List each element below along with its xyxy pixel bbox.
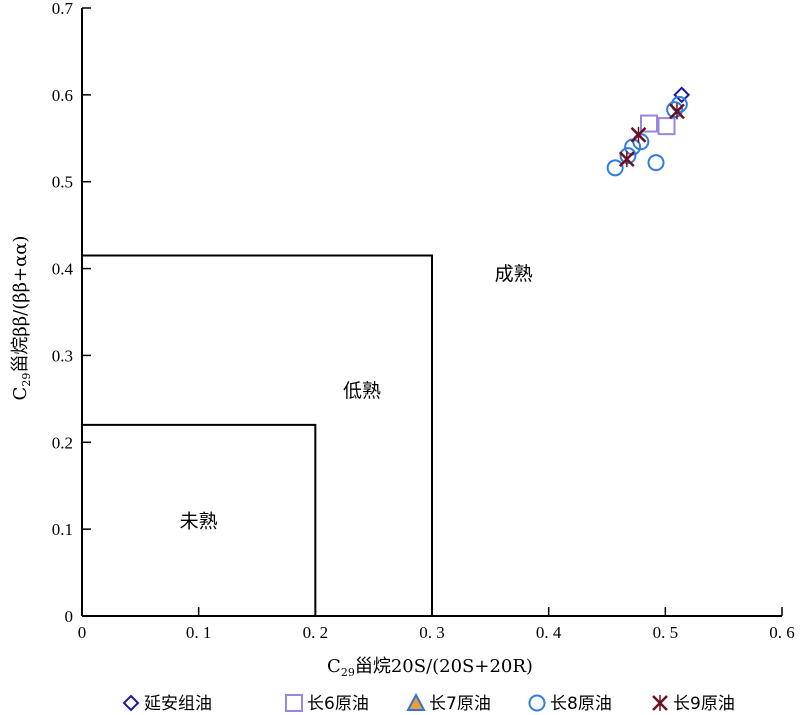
plot-area: 0 0. 1 0. 2 0. 3 0. 4 0. 5 0. 6 0 0.1 0.2 0.3 0.4 0.… xyxy=(52,0,795,642)
data-point xyxy=(528,694,546,712)
data-point xyxy=(285,694,303,712)
legend-label: 长8原油 xyxy=(550,694,612,714)
region-label: 未熟 xyxy=(180,510,218,532)
x-axis-title-sub: 29 xyxy=(341,666,355,679)
data-point xyxy=(630,126,647,143)
legend: 延安组油 长6原油 长7原油 长8原油 长9原油 xyxy=(122,692,735,714)
circle-marker xyxy=(606,159,624,177)
region-label: 成熟 xyxy=(495,263,533,285)
data-point xyxy=(657,117,676,136)
data-point xyxy=(632,133,650,151)
x-tick-label: 0 xyxy=(78,623,87,642)
region-boundary xyxy=(82,423,317,616)
x-axis-title: C29甾烷20S/(20S+20R) xyxy=(327,656,533,679)
circle-marker xyxy=(647,154,665,172)
data-point xyxy=(618,151,635,168)
circle-marker xyxy=(528,694,546,712)
x-tick-label: 0. 2 xyxy=(303,623,329,642)
square-marker xyxy=(657,117,676,136)
x-tick-label: 0. 6 xyxy=(769,623,795,642)
legend-label: 长9原油 xyxy=(673,694,735,714)
data-point xyxy=(666,101,684,119)
x-tick-label: 0. 1 xyxy=(186,623,212,642)
y-tick-label: 0.5 xyxy=(52,173,73,192)
y-axis-title-text: 甾烷ββ/(ββ+αα) xyxy=(10,236,31,373)
region-boundary xyxy=(82,254,433,616)
data-point xyxy=(669,103,685,120)
circle-marker xyxy=(619,147,637,165)
legend-label: 长6原油 xyxy=(307,694,369,714)
x-tick-label: 0. 4 xyxy=(536,623,562,642)
y-axis-title-sub: 29 xyxy=(20,373,33,387)
data-point xyxy=(670,95,688,113)
y-tick-label: 0.6 xyxy=(52,86,73,105)
data-point xyxy=(647,154,665,172)
x-axis-title-text: 甾烷20S/(20S+20R) xyxy=(355,656,533,677)
y-tick-label: 0.1 xyxy=(52,520,73,539)
legend-label: 长7原油 xyxy=(429,694,491,714)
data-point xyxy=(606,159,624,177)
diamond-marker xyxy=(673,86,691,104)
data-point xyxy=(406,692,426,711)
y-tick-label: 0 xyxy=(65,607,74,626)
circle-marker xyxy=(632,133,650,151)
y-axis-title: C29甾烷ββ/(ββ+αα) xyxy=(10,236,33,401)
x-tick-label: 0. 5 xyxy=(653,623,679,642)
square-marker xyxy=(285,694,303,712)
data-point xyxy=(652,695,668,711)
data-point xyxy=(640,114,658,133)
square-marker xyxy=(640,114,658,133)
circle-marker xyxy=(666,101,684,119)
region-label: 低熟 xyxy=(343,380,381,402)
diamond-marker xyxy=(122,694,140,712)
data-point xyxy=(122,694,140,712)
circle-marker xyxy=(670,95,688,113)
data-point xyxy=(619,147,637,165)
y-axis-title-prefix: C xyxy=(10,387,31,401)
triangle-marker xyxy=(406,692,426,711)
y-tick-label: 0.3 xyxy=(52,346,73,365)
data-point xyxy=(673,86,691,104)
y-tick-label: 0.2 xyxy=(52,433,73,452)
y-tick-label: 0.7 xyxy=(52,0,74,18)
x-axis-title-prefix: C xyxy=(327,656,341,677)
x-tick-label: 0. 3 xyxy=(419,623,445,642)
y-tick-label: 0.4 xyxy=(52,260,74,279)
legend-label: 延安组油 xyxy=(144,694,212,714)
